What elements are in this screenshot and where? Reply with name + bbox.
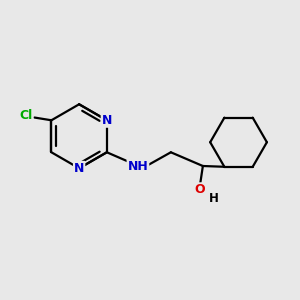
Text: H: H (209, 191, 219, 205)
Text: N: N (74, 162, 84, 175)
Text: N: N (102, 114, 112, 127)
Text: O: O (194, 183, 205, 196)
Text: Cl: Cl (19, 109, 32, 122)
Text: NH: NH (128, 160, 148, 172)
